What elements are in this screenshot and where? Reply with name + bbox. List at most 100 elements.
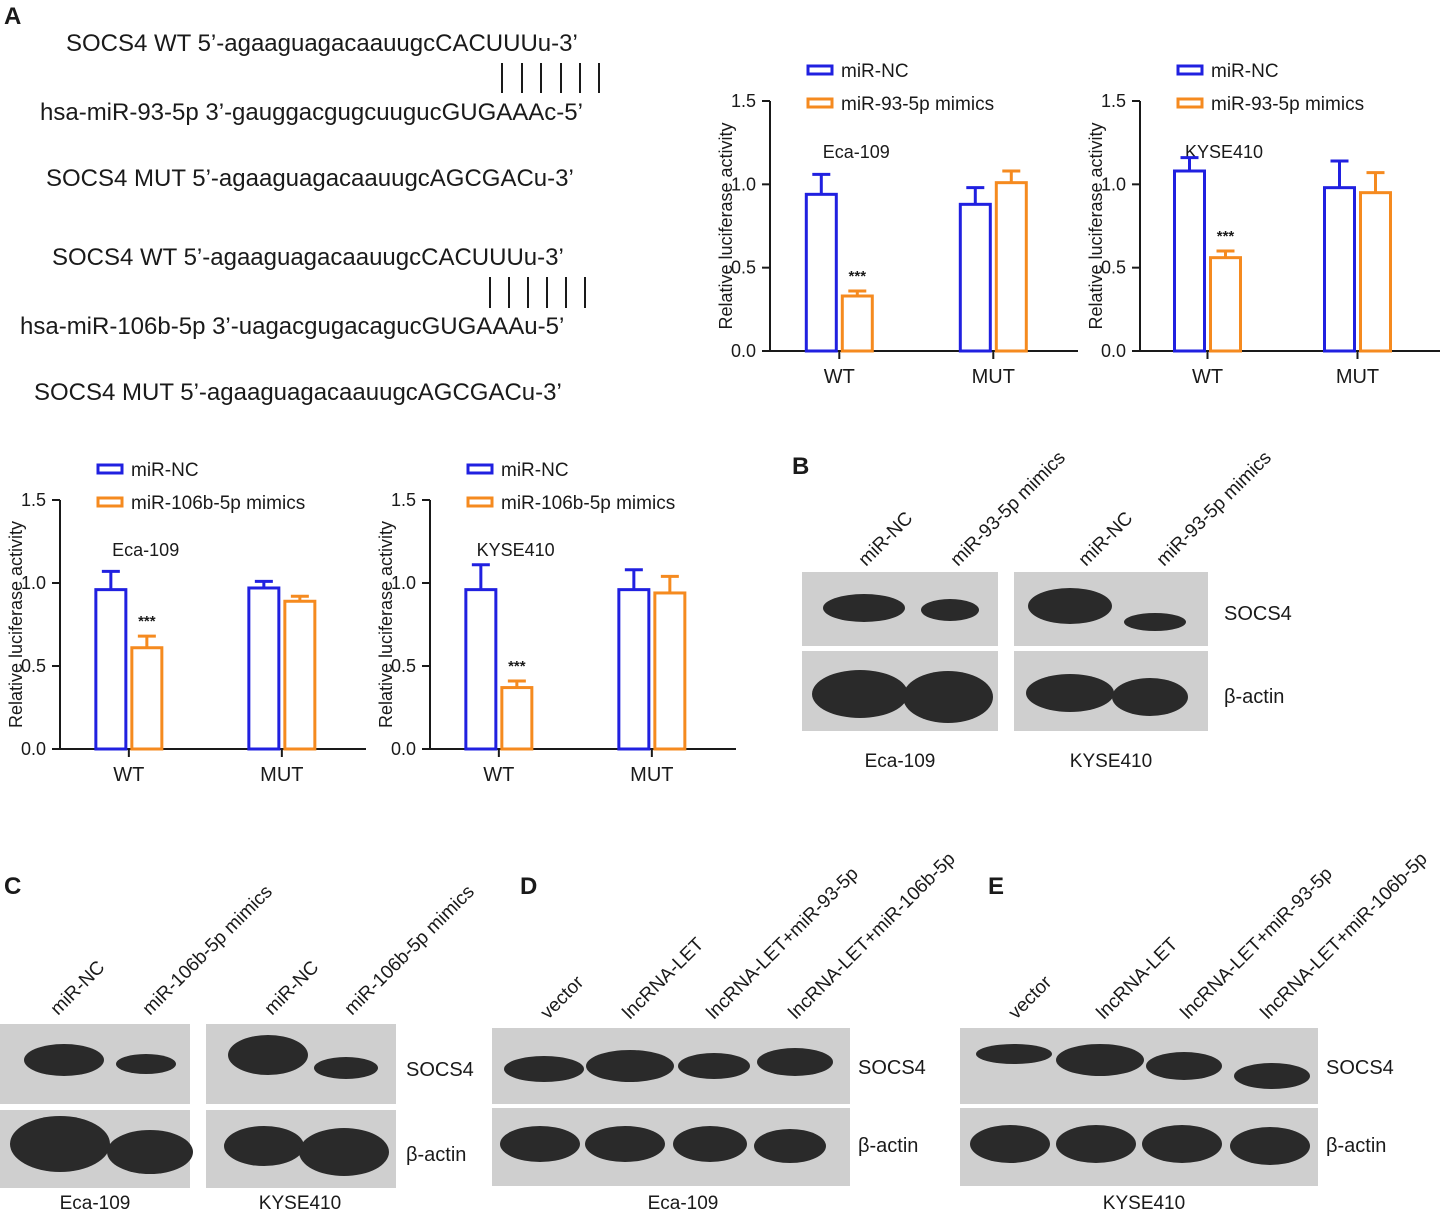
blot-panel-e: vector lncRNA-LETlncRNA-LET+miR-93-5plncR… bbox=[960, 849, 1432, 1211]
lane-label: miR-NC bbox=[261, 957, 324, 1020]
lane-label: lncRNA-LET bbox=[1093, 934, 1183, 1024]
y-tick-label: 1.0 bbox=[391, 573, 416, 593]
lane-label: lncRNA-LET+miR-106b-5p bbox=[785, 849, 960, 1024]
protein-label: β-actin bbox=[1326, 1135, 1386, 1157]
y-tick-label: 0.5 bbox=[21, 656, 46, 676]
protein-label: β-actin bbox=[858, 1135, 918, 1157]
y-tick-label: 1.5 bbox=[731, 91, 756, 111]
x-tick-label: MUT bbox=[972, 366, 1015, 388]
protein-label: SOCS4 bbox=[1224, 603, 1292, 625]
legend-label: miR-NC bbox=[131, 460, 199, 481]
luciferase-charts: 0.0 0.5 1.0 1.5 Relative luciferase activity… bbox=[6, 61, 1440, 786]
chart-title: KYSE410 bbox=[477, 540, 555, 560]
blot-band bbox=[1056, 1125, 1136, 1163]
x-tick-label: MUT bbox=[260, 764, 303, 786]
bar bbox=[94, 588, 128, 751]
y-axis-label: Relative luciferase activity bbox=[716, 122, 736, 329]
western-blots: miR-NC miR-93-5p mimics miR-NC miR-93-5p mi… bbox=[0, 447, 1432, 1211]
y-tick-label: 0.0 bbox=[1101, 341, 1126, 361]
blot-band bbox=[500, 1126, 580, 1162]
y-tick-label: 0.0 bbox=[391, 739, 416, 759]
y-tick-label: 0.0 bbox=[731, 341, 756, 361]
bar bbox=[617, 588, 651, 751]
blot-band bbox=[673, 1126, 747, 1162]
legend-label: miR-NC bbox=[841, 61, 909, 82]
lane-label: vector bbox=[537, 972, 589, 1024]
base-pair-lines bbox=[489, 277, 586, 308]
y-tick-label: 1.0 bbox=[1101, 174, 1126, 194]
blot-band bbox=[299, 1128, 389, 1176]
y-axis-label: Relative luciferase activity bbox=[1086, 122, 1106, 329]
bar-chart: 0.0 0.5 1.0 1.5 Relative luciferase activity… bbox=[6, 460, 366, 786]
sequence-block-mir-93: SOCS4 WT 5’-agaaguagacaauugcCACUUUu-3’ h… bbox=[40, 30, 600, 192]
legend-swatch bbox=[1176, 97, 1204, 109]
cell-line-label: Eca-109 bbox=[648, 1193, 719, 1211]
y-axis-label: Relative luciferase activity bbox=[6, 521, 26, 728]
blot-band bbox=[24, 1044, 104, 1076]
blot-band bbox=[1026, 674, 1114, 712]
panel-label-e: E bbox=[988, 873, 1004, 900]
blot-band bbox=[224, 1126, 304, 1166]
blot-band bbox=[504, 1056, 584, 1082]
y-tick-label: 1.5 bbox=[1101, 91, 1126, 111]
bar bbox=[1323, 186, 1356, 353]
sequence-block-mir-106b: SOCS4 WT 5’-agaaguagacaauugcCACUUUu-3’ h… bbox=[20, 244, 586, 406]
y-tick-label: 1.0 bbox=[21, 573, 46, 593]
bar bbox=[247, 586, 281, 751]
sequence-wt: SOCS4 WT 5’-agaaguagacaauugcCACUUUu-3’ bbox=[66, 30, 578, 57]
blot-panel-b: miR-NC miR-93-5p mimics miR-NC miR-93-5p mi… bbox=[802, 447, 1292, 772]
x-tick-label: MUT bbox=[630, 764, 673, 786]
bar bbox=[994, 181, 1028, 353]
significance-label: *** bbox=[138, 613, 156, 630]
bar bbox=[130, 646, 164, 751]
blot-band bbox=[812, 670, 908, 718]
bar bbox=[1173, 169, 1206, 353]
y-tick-label: 0.5 bbox=[1101, 258, 1126, 278]
protein-label: SOCS4 bbox=[406, 1059, 474, 1081]
y-tick-label: 1.0 bbox=[731, 174, 756, 194]
chart-title: Eca-109 bbox=[112, 540, 179, 560]
lane-label: lncRNA-LET+miR-106b-5p bbox=[1257, 849, 1432, 1024]
blot-band bbox=[1230, 1127, 1310, 1165]
lane-label: miR-NC bbox=[855, 508, 918, 571]
blot-band bbox=[586, 1050, 674, 1082]
lane-label: miR-106b-5p mimics bbox=[341, 882, 479, 1020]
x-tick-label: WT bbox=[113, 764, 144, 786]
legend-label: miR-93-5p mimics bbox=[1211, 94, 1364, 115]
x-tick-label: WT bbox=[824, 366, 855, 388]
sequence-wt: SOCS4 WT 5’-agaaguagacaauugcCACUUUu-3’ bbox=[52, 244, 564, 271]
panel-label-d: D bbox=[520, 873, 537, 900]
blot-band bbox=[678, 1053, 750, 1079]
protein-label: β-actin bbox=[406, 1144, 466, 1166]
blot-band bbox=[823, 594, 905, 622]
cell-line-label: KYSE410 bbox=[1070, 751, 1152, 772]
blot-band bbox=[10, 1116, 110, 1172]
base-pair-lines bbox=[501, 63, 600, 93]
bar bbox=[1359, 191, 1392, 353]
blot-band bbox=[757, 1048, 833, 1076]
protein-label: SOCS4 bbox=[858, 1057, 926, 1079]
blot-band bbox=[1112, 678, 1188, 716]
sequence-mut: SOCS4 MUT 5’-agaaguagacaauugcAGCGACu-3’ bbox=[46, 165, 574, 192]
legend-label: miR-106b-5p mimics bbox=[131, 493, 305, 514]
legend-label: miR-106b-5p mimics bbox=[501, 493, 675, 514]
panel-label-a: A bbox=[4, 3, 21, 30]
chart-title: KYSE410 bbox=[1185, 142, 1263, 162]
lane-label: miR-NC bbox=[1075, 508, 1138, 571]
blot-band bbox=[314, 1057, 378, 1079]
blot-panel-d: vector lncRNA-LETlncRNA-LET+miR-93-5plncR… bbox=[492, 849, 960, 1211]
blot-band bbox=[1146, 1052, 1222, 1080]
protein-label: SOCS4 bbox=[1326, 1057, 1394, 1079]
blot-band bbox=[1056, 1044, 1144, 1076]
lane-label: vector bbox=[1005, 972, 1057, 1024]
y-axis-label: Relative luciferase activity bbox=[376, 521, 396, 728]
legend-swatch bbox=[466, 463, 494, 475]
bar bbox=[464, 588, 498, 751]
y-tick-label: 0.5 bbox=[391, 656, 416, 676]
legend-swatch bbox=[806, 97, 834, 109]
bar bbox=[500, 686, 534, 751]
blot-band bbox=[116, 1054, 176, 1074]
blot-band bbox=[754, 1129, 826, 1163]
lane-label: lncRNA-LET+miR-93-5p bbox=[1177, 863, 1337, 1023]
